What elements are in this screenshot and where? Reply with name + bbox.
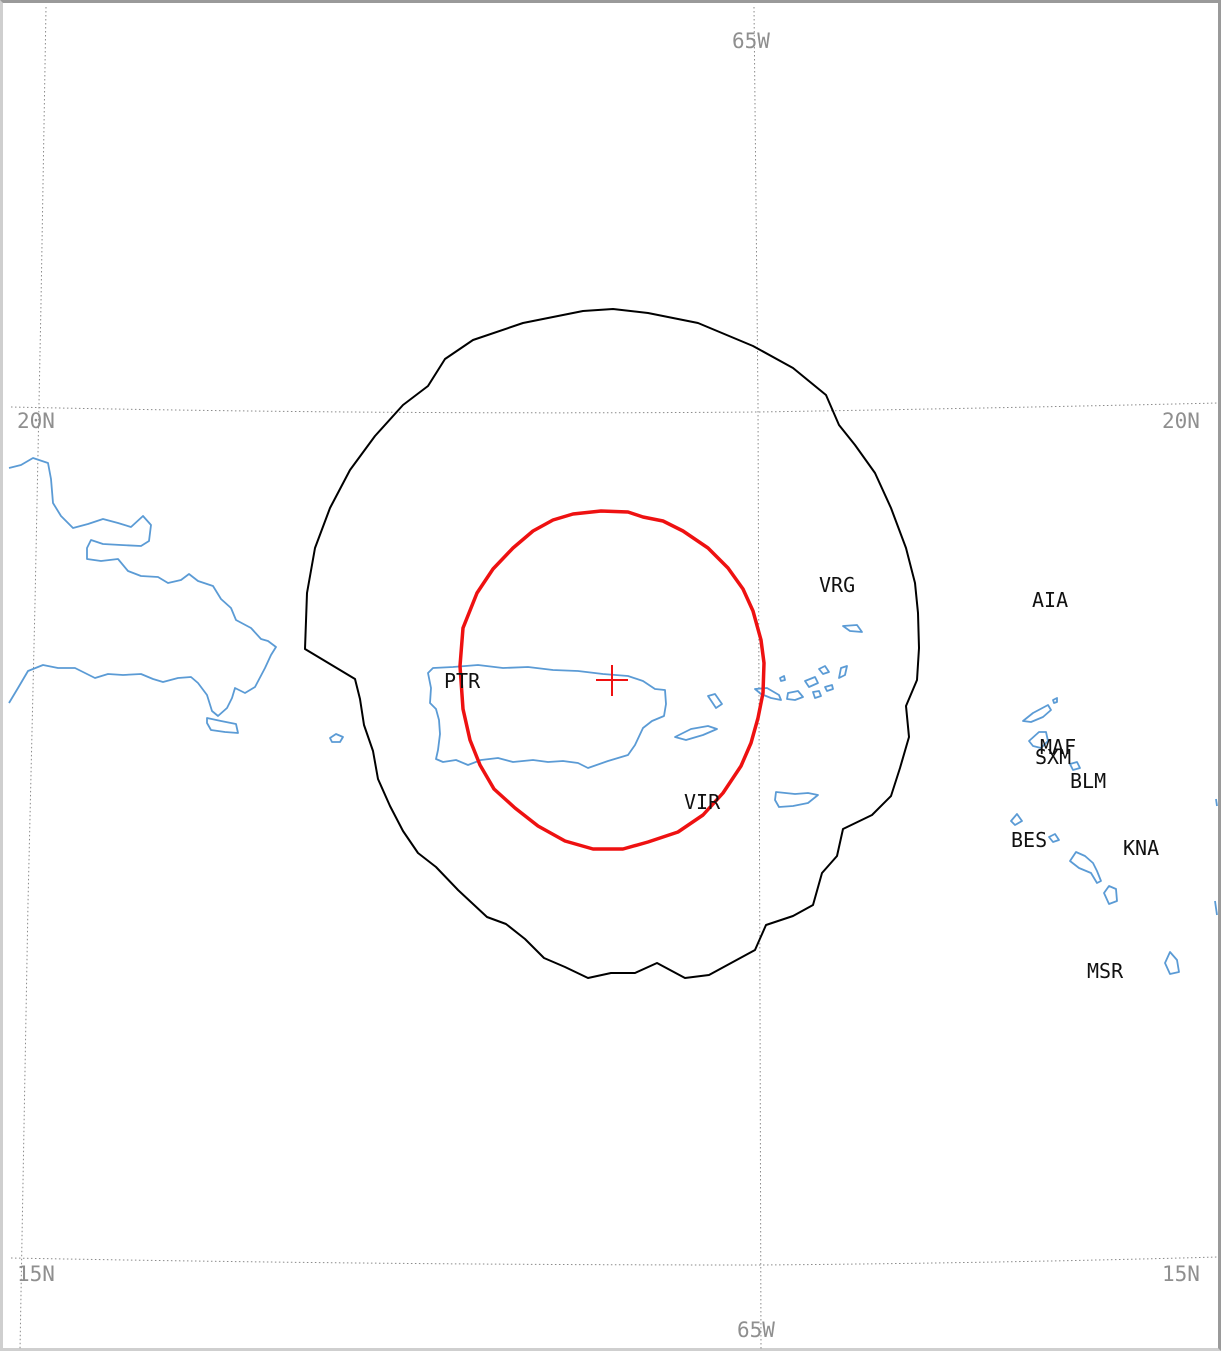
antigua-edge-1 [1215,798,1218,807]
st-barthelemy-coast [1069,761,1081,771]
country-label-pr: PTR [444,669,481,693]
st-croix-coast [774,791,819,808]
hispaniola-coast [8,457,277,717]
country-label-mf: MAF [1040,735,1076,759]
lat-label-15n-right: 15N [1162,1262,1200,1286]
parallel-20n [10,402,1219,414]
bvi-small-island-1 [818,665,830,675]
puerto-rico-coast [427,664,667,769]
country-label-sx: SXM [1035,745,1071,769]
country-label-ms: MSR [1087,959,1124,983]
nevis-coast [1103,885,1118,905]
vieques-coast [674,725,718,741]
coastlines [8,457,1218,975]
graticule [10,6,1219,1351]
lat-label-20n-left: 20N [17,409,55,433]
country-label-vi: VIR [684,790,721,814]
tortola-coast [804,676,819,688]
meridian-west-edge [19,6,47,1351]
country-label-kn: KNA [1123,836,1159,860]
montserrat-coast [1164,951,1180,975]
lon-label-top: 65W [732,29,770,53]
parallel-15n [10,1256,1219,1266]
virgin-gorda-coast [838,665,848,679]
anguilla-islet-coast [1052,697,1058,704]
country-label-bq: BES [1011,828,1047,852]
st-thomas-coast [754,687,782,701]
culebra-coast [707,693,723,709]
st-kitts-coast [1069,851,1102,884]
lon-label-bottom: 65W [737,1318,775,1342]
anegada-coast [842,624,863,633]
lat-label-20n-right: 20N [1162,409,1200,433]
st-eustatius-coast [1048,833,1060,843]
map-canvas[interactable]: 65W 65W 20N 20N 15N 15N [3,3,1221,1354]
country-label-vg: VRG [819,573,855,597]
crosshair-plus-icon[interactable] [596,665,628,696]
outer-impact-zone[interactable] [304,308,920,979]
antigua-edge-2 [1214,900,1218,916]
bvi-small-island-4 [779,675,786,682]
st-john-coast [786,690,804,701]
beata-island-coast [206,717,239,734]
bvi-small-island-3 [824,684,834,692]
saba-coast [1010,813,1023,826]
inner-impact-zone[interactable] [458,509,766,851]
anguilla-coast [1022,704,1052,723]
bvi-small-island-2 [812,690,822,699]
country-label-bl: BLM [1070,769,1106,793]
mona-island-coast [329,733,344,743]
st-martin-coast [1028,731,1049,749]
lat-label-15n-left: 15N [17,1262,55,1286]
meridian-65w [753,6,762,1351]
country-label-ai: AIA [1032,588,1068,612]
